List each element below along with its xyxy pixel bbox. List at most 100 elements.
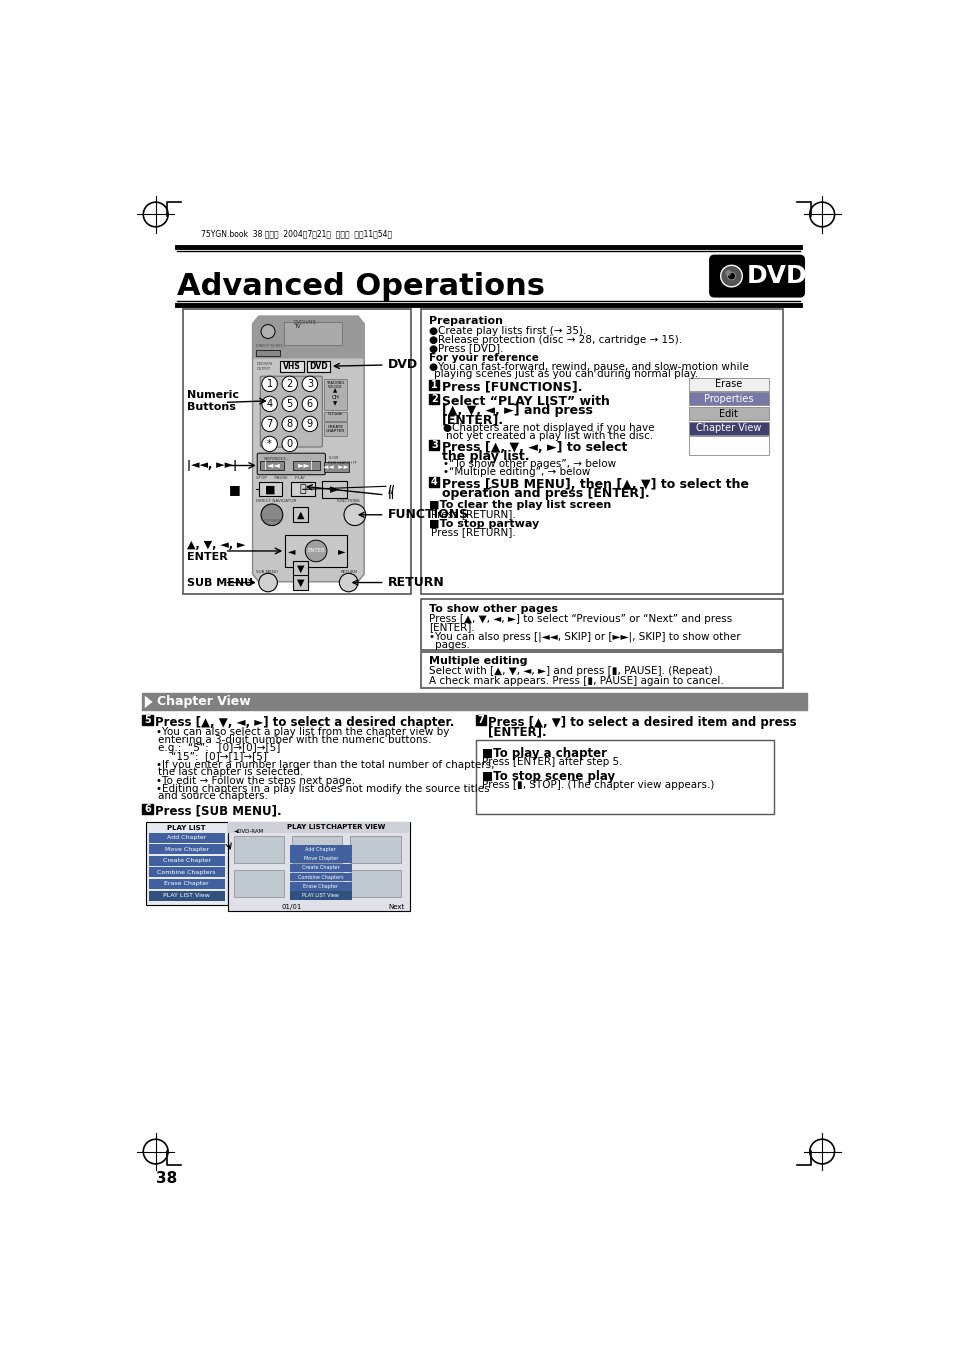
Text: Edit: Edit — [719, 408, 737, 419]
Text: *: * — [267, 439, 272, 449]
Text: 6: 6 — [307, 399, 313, 409]
Bar — [280, 361, 303, 372]
Text: DVD: DVD — [335, 358, 417, 372]
Bar — [285, 535, 347, 567]
Text: 75YGN.book  38 ページ  2004年7月21日  水曜日  午前11時54分: 75YGN.book 38 ページ 2004年7月21日 水曜日 午前11時54… — [200, 230, 392, 238]
Text: FUNCTIONS: FUNCTIONS — [358, 508, 468, 521]
Circle shape — [305, 540, 327, 562]
Polygon shape — [253, 316, 364, 358]
FancyBboxPatch shape — [709, 255, 803, 297]
Bar — [429, 380, 439, 390]
Circle shape — [344, 504, 365, 526]
Text: Press [FUNCTIONS].: Press [FUNCTIONS]. — [441, 381, 581, 393]
Circle shape — [282, 396, 297, 412]
Text: operation and press [ENTER].: operation and press [ENTER]. — [441, 488, 649, 500]
Bar — [150, 844, 224, 854]
Text: 7: 7 — [476, 715, 484, 725]
Text: •Editing chapters in a play list does not modify the source titles: •Editing chapters in a play list does no… — [156, 784, 490, 793]
Text: “15”:  [0]→[1]→[5]: “15”: [0]→[1]→[5] — [171, 751, 267, 761]
Bar — [150, 857, 224, 866]
Text: [ENTER].: [ENTER]. — [441, 413, 503, 427]
Bar — [142, 804, 152, 813]
Text: Press [▲, ▼, ◄, ►] to select a desired chapter.: Press [▲, ▼, ◄, ►] to select a desired c… — [154, 716, 454, 728]
Text: playing scenes just as you can during normal play.: playing scenes just as you can during no… — [434, 369, 698, 380]
Text: ▼: ▼ — [296, 563, 304, 574]
Circle shape — [302, 416, 317, 431]
Text: •“To show other pages”, → below: •“To show other pages”, → below — [443, 459, 616, 469]
Text: Select with [▲, ▼, ◄, ►] and press [▮, PAUSE]. (Repeat): Select with [▲, ▼, ◄, ►] and press [▮, P… — [429, 666, 712, 677]
Bar — [688, 422, 768, 435]
Bar — [290, 873, 352, 881]
Bar — [258, 482, 282, 496]
Text: ENTER: ENTER — [307, 549, 325, 554]
Circle shape — [261, 436, 277, 451]
Text: Move Chapter: Move Chapter — [165, 847, 209, 852]
Text: •If you enter a number larger than the total number of chapters,: •If you enter a number larger than the t… — [156, 759, 495, 770]
Text: Add Chapter: Add Chapter — [167, 835, 206, 840]
Bar — [290, 882, 352, 890]
Text: 2: 2 — [431, 394, 437, 404]
Text: ►: ► — [330, 482, 339, 496]
Text: Multiple editing: Multiple editing — [429, 657, 527, 666]
Text: ◄: ◄ — [287, 546, 294, 557]
Text: •“Multiple editing”, → below: •“Multiple editing”, → below — [443, 467, 590, 477]
Text: 38: 38 — [155, 1171, 176, 1186]
Bar — [688, 407, 768, 420]
Circle shape — [282, 436, 297, 451]
Text: 8: 8 — [287, 419, 293, 428]
Text: •You can also select a play list from the chapter view by: •You can also select a play list from th… — [156, 727, 450, 738]
Text: TRACKING
VOLOCK: TRACKING VOLOCK — [326, 381, 344, 389]
Text: Chapter View: Chapter View — [157, 696, 251, 708]
Text: ►►|: ►►| — [297, 461, 314, 470]
Text: ●Release protection (disc → 28, cartridge → 15).: ●Release protection (disc → 28, cartridg… — [429, 335, 681, 345]
Text: and source chapters.: and source chapters. — [158, 792, 268, 801]
Text: Press [▲, ▼, ◄, ►] to select “Previous” or “Next” and press: Press [▲, ▼, ◄, ►] to select “Previous” … — [429, 615, 732, 624]
Text: Erase Chapter: Erase Chapter — [164, 881, 209, 886]
Text: 5: 5 — [144, 715, 151, 725]
Bar — [292, 836, 342, 863]
Circle shape — [282, 376, 297, 392]
Circle shape — [261, 504, 282, 526]
Text: ►: ► — [337, 546, 345, 557]
Text: Press [▮, STOP]. (The chapter view appears.): Press [▮, STOP]. (The chapter view appea… — [481, 781, 714, 790]
Circle shape — [261, 416, 277, 431]
Text: the play list.: the play list. — [441, 450, 529, 463]
Text: Create Chapter: Create Chapter — [162, 858, 211, 863]
Text: DVD: DVD — [309, 362, 328, 370]
Text: ■: ■ — [265, 485, 275, 494]
Circle shape — [339, 573, 357, 592]
Text: 7: 7 — [266, 419, 273, 428]
Bar — [476, 740, 773, 813]
Text: CHAPTER VIEW: CHAPTER VIEW — [326, 824, 385, 830]
Text: Combine Chapters: Combine Chapters — [157, 870, 215, 875]
Bar — [350, 836, 400, 863]
Bar — [293, 574, 308, 590]
Text: 9: 9 — [307, 419, 313, 428]
Bar — [150, 867, 224, 877]
Bar — [476, 715, 485, 725]
Text: PLAY LIST: PLAY LIST — [287, 824, 326, 830]
Text: ◄◄  ►►: ◄◄ ►► — [323, 463, 349, 470]
Bar — [292, 870, 342, 897]
Text: entering a 3-digit number with the numeric buttons.: entering a 3-digit number with the numer… — [158, 735, 431, 744]
Text: Numeric
Buttons: Numeric Buttons — [187, 390, 238, 412]
Text: ▲: ▲ — [296, 509, 304, 520]
Text: Press [ENTER] after step 5.: Press [ENTER] after step 5. — [481, 757, 621, 766]
Bar — [233, 870, 284, 897]
Bar — [290, 863, 352, 871]
Text: ●Create play lists first (→ 35).: ●Create play lists first (→ 35). — [429, 326, 586, 336]
Bar — [256, 350, 279, 357]
Text: TV: TV — [294, 324, 299, 328]
Text: Erase Chapter: Erase Chapter — [303, 884, 338, 889]
Polygon shape — [145, 696, 152, 708]
Text: ■To play a chapter: ■To play a chapter — [481, 747, 606, 759]
Text: G-Code: G-Code — [328, 412, 343, 416]
Circle shape — [724, 270, 731, 276]
Bar — [322, 481, 347, 497]
Bar — [421, 309, 782, 594]
Text: Next: Next — [388, 904, 404, 911]
Bar — [688, 436, 768, 455]
Bar — [183, 309, 411, 594]
Bar — [688, 392, 768, 405]
Bar — [146, 821, 228, 905]
